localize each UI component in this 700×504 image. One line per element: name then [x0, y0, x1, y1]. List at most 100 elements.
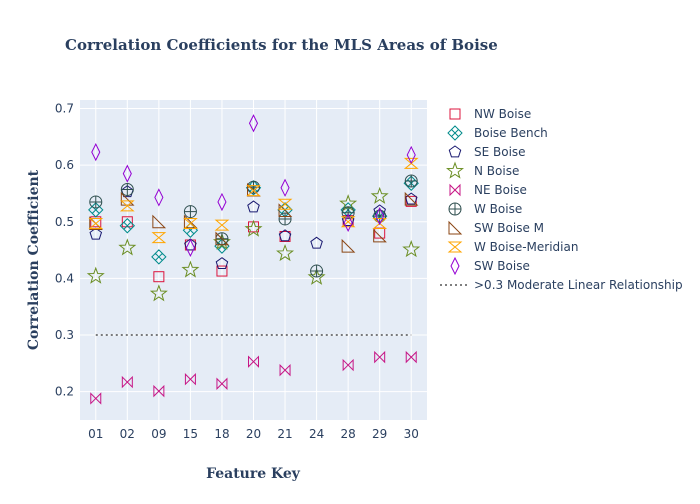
marker-point — [246, 185, 261, 197]
marker-point — [184, 373, 196, 386]
legend-item[interactable]: SE Boise — [448, 145, 526, 159]
marker-point — [121, 216, 133, 228]
x-axis-title: Feature Key — [206, 466, 301, 482]
marker-point — [406, 145, 416, 165]
legend-label: W Boise — [474, 202, 522, 216]
y-tick-label: 0.7 — [55, 101, 74, 115]
marker-point — [372, 217, 388, 229]
marker-point — [277, 198, 293, 210]
legend: NW Boise Boise Bench SE Boise N Boise NE Boi… — [440, 107, 683, 292]
x-tick-label: 24 — [309, 427, 324, 441]
marker-point — [154, 188, 164, 207]
legend-label: SW Boise M — [474, 221, 544, 235]
marker-point — [341, 206, 355, 220]
marker-point — [248, 355, 259, 368]
marker-point — [183, 214, 198, 229]
marker-point — [149, 284, 168, 302]
marker-point — [307, 267, 326, 285]
x-tick-label: 15 — [183, 427, 198, 441]
legend-marker — [448, 202, 462, 216]
marker-point — [86, 266, 105, 284]
legend-marker — [445, 161, 465, 179]
markers — [86, 114, 421, 405]
x-tick-label: 29 — [372, 427, 387, 441]
marker-point — [278, 203, 293, 217]
marker-point — [90, 392, 102, 405]
marker-point — [153, 384, 165, 398]
legend-item[interactable]: SW Boise — [450, 256, 530, 276]
marker-point — [119, 200, 135, 212]
legend-item[interactable]: NE Boise — [449, 183, 527, 197]
marker-point — [89, 227, 103, 240]
legend-item[interactable]: >0.3 Moderate Linear Relationship — [440, 278, 683, 292]
legend-label: NW Boise — [474, 107, 531, 121]
marker-point — [91, 142, 101, 162]
marker-point — [404, 191, 419, 206]
marker-point — [310, 264, 324, 278]
marker-point — [375, 206, 385, 226]
legend-label: SW Boise — [474, 259, 530, 273]
marker-point — [343, 213, 353, 233]
legend-marker — [449, 183, 461, 197]
legend-label: SE Boise — [474, 145, 526, 159]
legend-marker — [447, 241, 463, 253]
marker-point — [276, 244, 295, 262]
legend-marker — [449, 108, 461, 120]
marker-point — [248, 114, 259, 133]
y-tick-label: 0.4 — [55, 271, 74, 285]
legend-item[interactable]: SW Boise M — [448, 220, 544, 235]
marker-point — [121, 375, 133, 389]
marker-point — [215, 257, 229, 270]
marker-point — [402, 240, 421, 258]
marker-point — [217, 192, 227, 212]
marker-point — [405, 195, 417, 207]
y-tick-label: 0.5 — [55, 215, 74, 229]
marker-point — [181, 260, 200, 278]
marker-point — [185, 238, 195, 257]
legend-label: N Boise — [474, 164, 519, 178]
x-tick-label: 09 — [151, 427, 166, 441]
legend-item[interactable]: NW Boise — [449, 107, 531, 121]
marker-point — [216, 377, 228, 390]
marker-point — [405, 350, 417, 364]
legend-item[interactable]: N Boise — [445, 161, 519, 179]
marker-point — [183, 205, 197, 219]
legend-marker — [450, 256, 460, 276]
marker-point — [120, 191, 135, 206]
legend-item[interactable]: W Boise — [448, 202, 522, 216]
y-tick-label: 0.3 — [55, 328, 74, 342]
legend-marker — [448, 220, 463, 235]
legend-item[interactable]: W Boise-Meridian — [447, 240, 578, 254]
marker-point — [404, 174, 418, 188]
marker-point — [151, 232, 167, 244]
marker-point — [119, 218, 136, 234]
legend-label: Boise Bench — [474, 126, 548, 140]
legend-marker — [448, 145, 462, 158]
y-axis-ticks: 0.2 0.3 0.4 0.5 0.6 0.7 — [55, 101, 74, 398]
x-tick-label: 28 — [340, 427, 355, 441]
marker-point — [373, 228, 387, 243]
marker-point — [153, 271, 165, 283]
marker-point — [247, 200, 260, 213]
y-tick-label: 0.6 — [55, 158, 74, 172]
legend-item[interactable]: Boise Bench — [447, 125, 548, 141]
marker-point — [118, 238, 137, 256]
y-tick-label: 0.2 — [55, 385, 74, 399]
x-tick-label: 30 — [404, 427, 419, 441]
x-tick-label: 02 — [120, 427, 135, 441]
marker-point — [341, 238, 356, 253]
marker-point — [151, 249, 167, 265]
marker-point — [184, 238, 197, 251]
x-tick-label: 20 — [246, 427, 261, 441]
x-axis-ticks: 01 02 09 15 18 20 21 24 28 29 30 — [88, 427, 419, 441]
marker-point — [279, 363, 291, 377]
marker-point — [278, 229, 292, 242]
legend-label: W Boise-Meridian — [474, 240, 578, 254]
marker-point — [280, 178, 290, 197]
marker-point — [215, 231, 230, 246]
marker-point — [152, 214, 167, 229]
marker-point — [342, 358, 354, 372]
x-tick-label: 01 — [88, 427, 103, 441]
